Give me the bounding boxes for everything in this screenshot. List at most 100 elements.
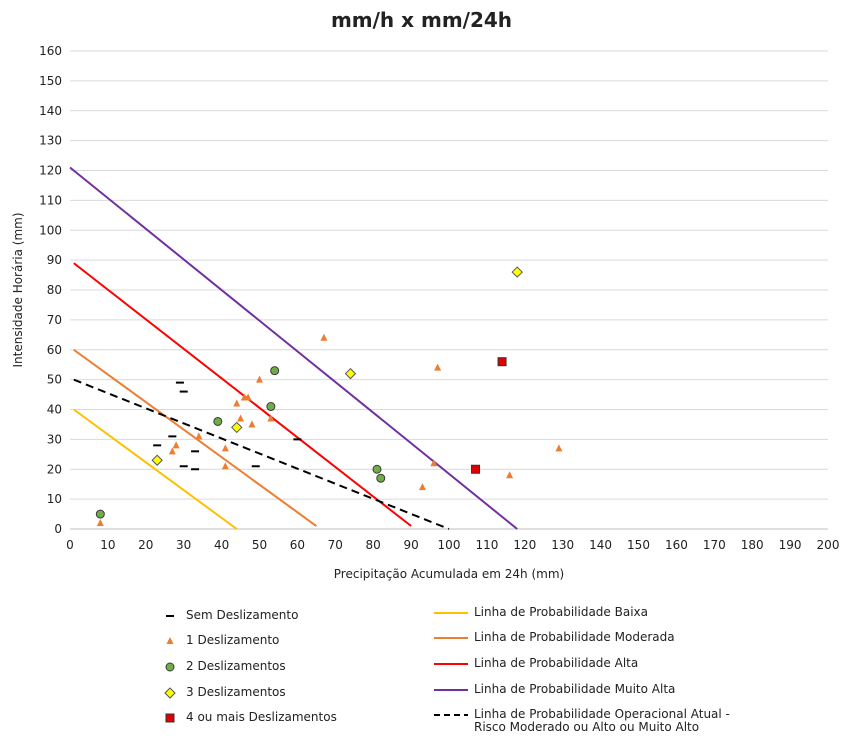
data-point [555,444,563,452]
x-tick-label: 110 [475,538,498,552]
data-point [418,483,426,491]
legend-label: 4 ou mais Deslizamentos [186,710,337,724]
probability-lines [69,166,518,530]
y-tick-label: 50 [47,373,62,387]
probability-line [69,166,518,530]
y-tick-label: 0 [54,522,62,536]
y-tick-label: 70 [47,313,62,327]
data-point [237,414,245,422]
data-point [213,416,223,426]
data-point [497,357,507,367]
y-axis-label: Intensidade Horária (mm) [11,212,25,367]
data-point [266,402,276,412]
legend-symbol [434,612,468,614]
legend-symbol [165,713,175,723]
legend-symbol [164,687,176,699]
x-tick-label: 130 [551,538,574,552]
data-points [95,266,563,527]
legend-marker [165,662,175,672]
legend-symbol [166,637,174,644]
x-tick-label: 40 [214,538,229,552]
x-tick-label: 10 [100,538,115,552]
probability-line [73,348,317,527]
x-tick-label: 180 [741,538,764,552]
data-point [240,393,248,401]
y-tick-label: 30 [47,432,62,446]
legend-symbol [434,714,468,716]
y-tick-label: 100 [39,223,62,237]
data-point [434,363,442,371]
y-tick-label: 110 [39,193,62,207]
y-tick-label: 120 [39,164,62,178]
x-tick-label: 30 [176,538,191,552]
y-tick-label: 90 [47,253,62,267]
x-tick-label: 90 [403,538,418,552]
legend-label: 1 Deslizamento [186,633,280,647]
data-point [168,447,176,455]
x-tick-label: 70 [328,538,343,552]
legend-marker [165,713,175,723]
y-tick-label: 20 [47,462,62,476]
legend-label: 2 Deslizamentos [186,659,286,673]
chart-title: mm/h x mm/24h [330,8,513,32]
data-point [233,399,241,407]
data-point [376,473,386,483]
x-tick-label: 20 [138,538,153,552]
y-tick-label: 10 [47,492,62,506]
probability-line [73,378,450,530]
x-tick-label: 60 [290,538,305,552]
x-tick-label: 140 [589,538,612,552]
legend-symbol [434,689,468,691]
x-tick-label: 100 [438,538,461,552]
legend-symbol [434,637,468,639]
legend-symbol [166,615,174,617]
y-tick-label: 80 [47,283,62,297]
data-point [172,441,180,449]
grid-lines [70,50,828,500]
tick-labels: 0102030405060708090100110120130140150160… [39,44,839,552]
x-tick-label: 190 [779,538,802,552]
legend-marker [164,687,176,699]
data-point [471,464,481,474]
x-tick-label: 170 [703,538,726,552]
data-point [344,367,357,380]
legend-label: Linha de Probabilidade Muito Alta [474,682,676,696]
x-tick-label: 200 [817,538,840,552]
data-point [231,421,243,434]
legend-label: 3 Deslizamentos [186,685,286,699]
x-tick-label: 80 [366,538,381,552]
data-point [221,462,229,470]
legend-marker [166,637,174,644]
probability-line [73,408,238,530]
data-point [96,519,104,527]
data-point [372,464,382,474]
scatter-chart: 0102030405060708090100110120130140150160… [11,44,839,581]
y-tick-label: 150 [39,74,62,88]
legend-label: Linha de Probabilidade Alta [474,656,639,670]
y-tick-label: 40 [47,403,62,417]
legend-symbol [165,662,175,672]
y-tick-label: 60 [47,343,62,357]
data-point [256,375,263,383]
data-point [248,420,256,428]
data-point [151,454,163,466]
data-point [506,471,514,479]
data-point [267,414,275,422]
y-tick-label: 140 [39,104,62,118]
data-point [270,366,280,376]
x-tick-label: 120 [513,538,536,552]
x-tick-label: 160 [665,538,688,552]
data-point [511,266,523,278]
x-axis-label: Precipitação Acumulada em 24h (mm) [334,567,564,581]
legend-label: Linha de Probabilidade Baixa [474,605,648,619]
legend-symbol [434,663,468,665]
y-tick-label: 160 [39,44,62,58]
legend-label: Linha de Probabilidade Operacional Atual… [474,707,730,734]
legend-label: Sem Deslizamento [186,608,299,622]
data-point [195,432,203,440]
x-tick-label: 0 [66,538,74,552]
x-tick-label: 150 [627,538,650,552]
x-tick-label: 50 [252,538,267,552]
data-point [430,459,438,467]
y-tick-label: 130 [39,134,62,148]
